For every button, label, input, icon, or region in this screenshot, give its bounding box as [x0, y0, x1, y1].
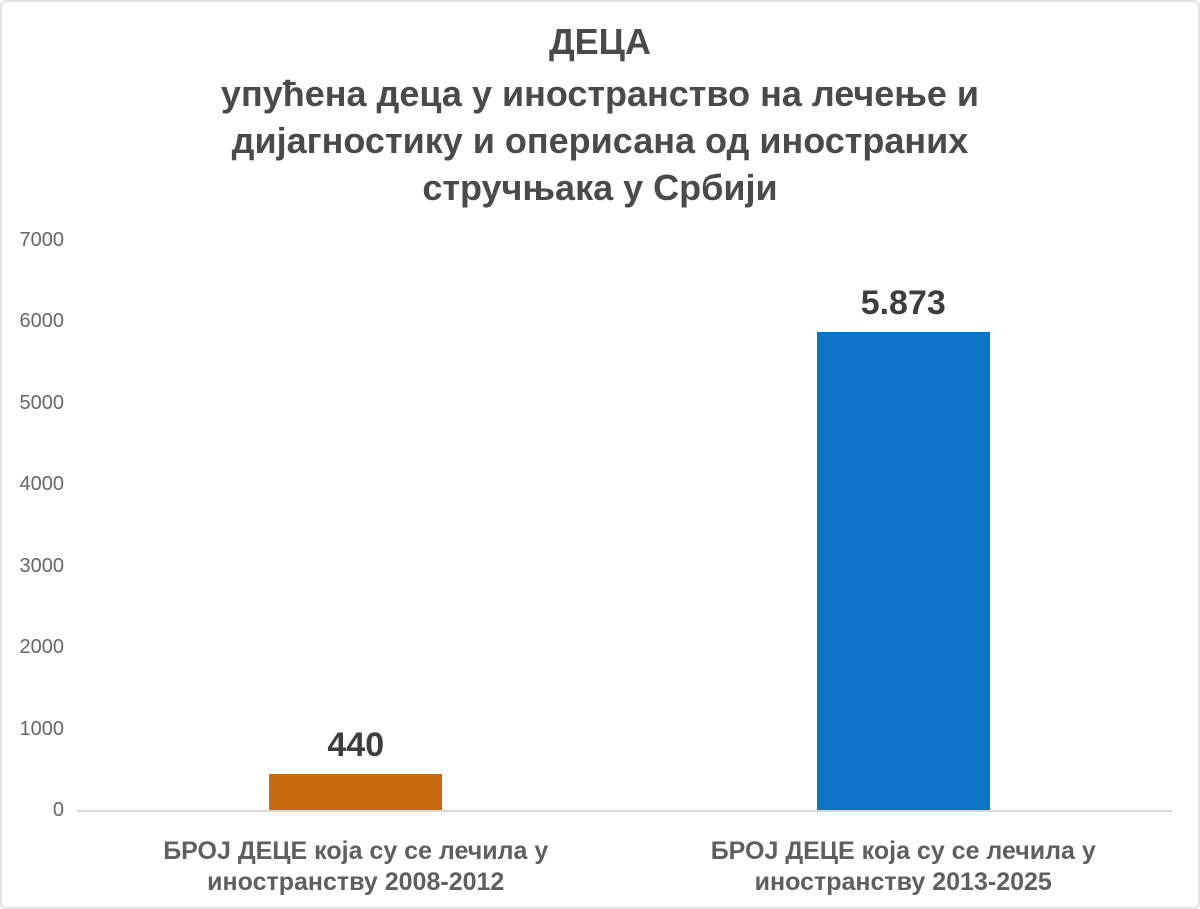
chart-subtitle-line-2: дијагностику и оперисана од иностраних — [231, 120, 969, 161]
x-category-label-line: иностранству 2013-2025 — [754, 868, 1052, 896]
chart-title: ДЕЦА — [549, 21, 651, 62]
y-tick-label: 1000 — [19, 717, 65, 740]
y-tick-label: 6000 — [19, 310, 65, 333]
y-tick-label: 7000 — [19, 229, 65, 251]
x-category-label-line: иностранству 2008-2012 — [207, 868, 505, 896]
bar-value-label: 440 — [327, 726, 385, 764]
bar-value-label: 5.873 — [860, 284, 946, 322]
x-category-label-line: БРОЈ ДЕЦЕ која су се лечила у — [710, 837, 1096, 865]
x-category-label: БРОЈ ДЕЦЕ која су се лечила у иностранств… — [643, 836, 1163, 898]
chart-title-block: ДЕЦА упућена деца у иностранство на лече… — [2, 18, 1198, 211]
y-tick-label: 4000 — [19, 473, 65, 496]
chart-subtitle-line-1: упућена деца у иностранство на лечење и — [220, 73, 980, 114]
x-category-label: БРОЈ ДЕЦЕ која су се лечила у иностранств… — [96, 836, 616, 898]
y-tick-label: 2000 — [19, 636, 65, 659]
bar-2008-2012 — [269, 774, 443, 810]
y-tick-label: 0 — [52, 799, 64, 821]
chart-subtitle-line-3: стручњака у Србији — [422, 167, 778, 208]
y-tick-label: 3000 — [19, 554, 65, 577]
x-axis-line — [77, 810, 1172, 812]
bar-2013-2025 — [816, 332, 990, 810]
x-category-label-line: БРОЈ ДЕЦЕ која су се лечила у — [163, 837, 549, 865]
y-tick-label: 5000 — [19, 391, 65, 414]
